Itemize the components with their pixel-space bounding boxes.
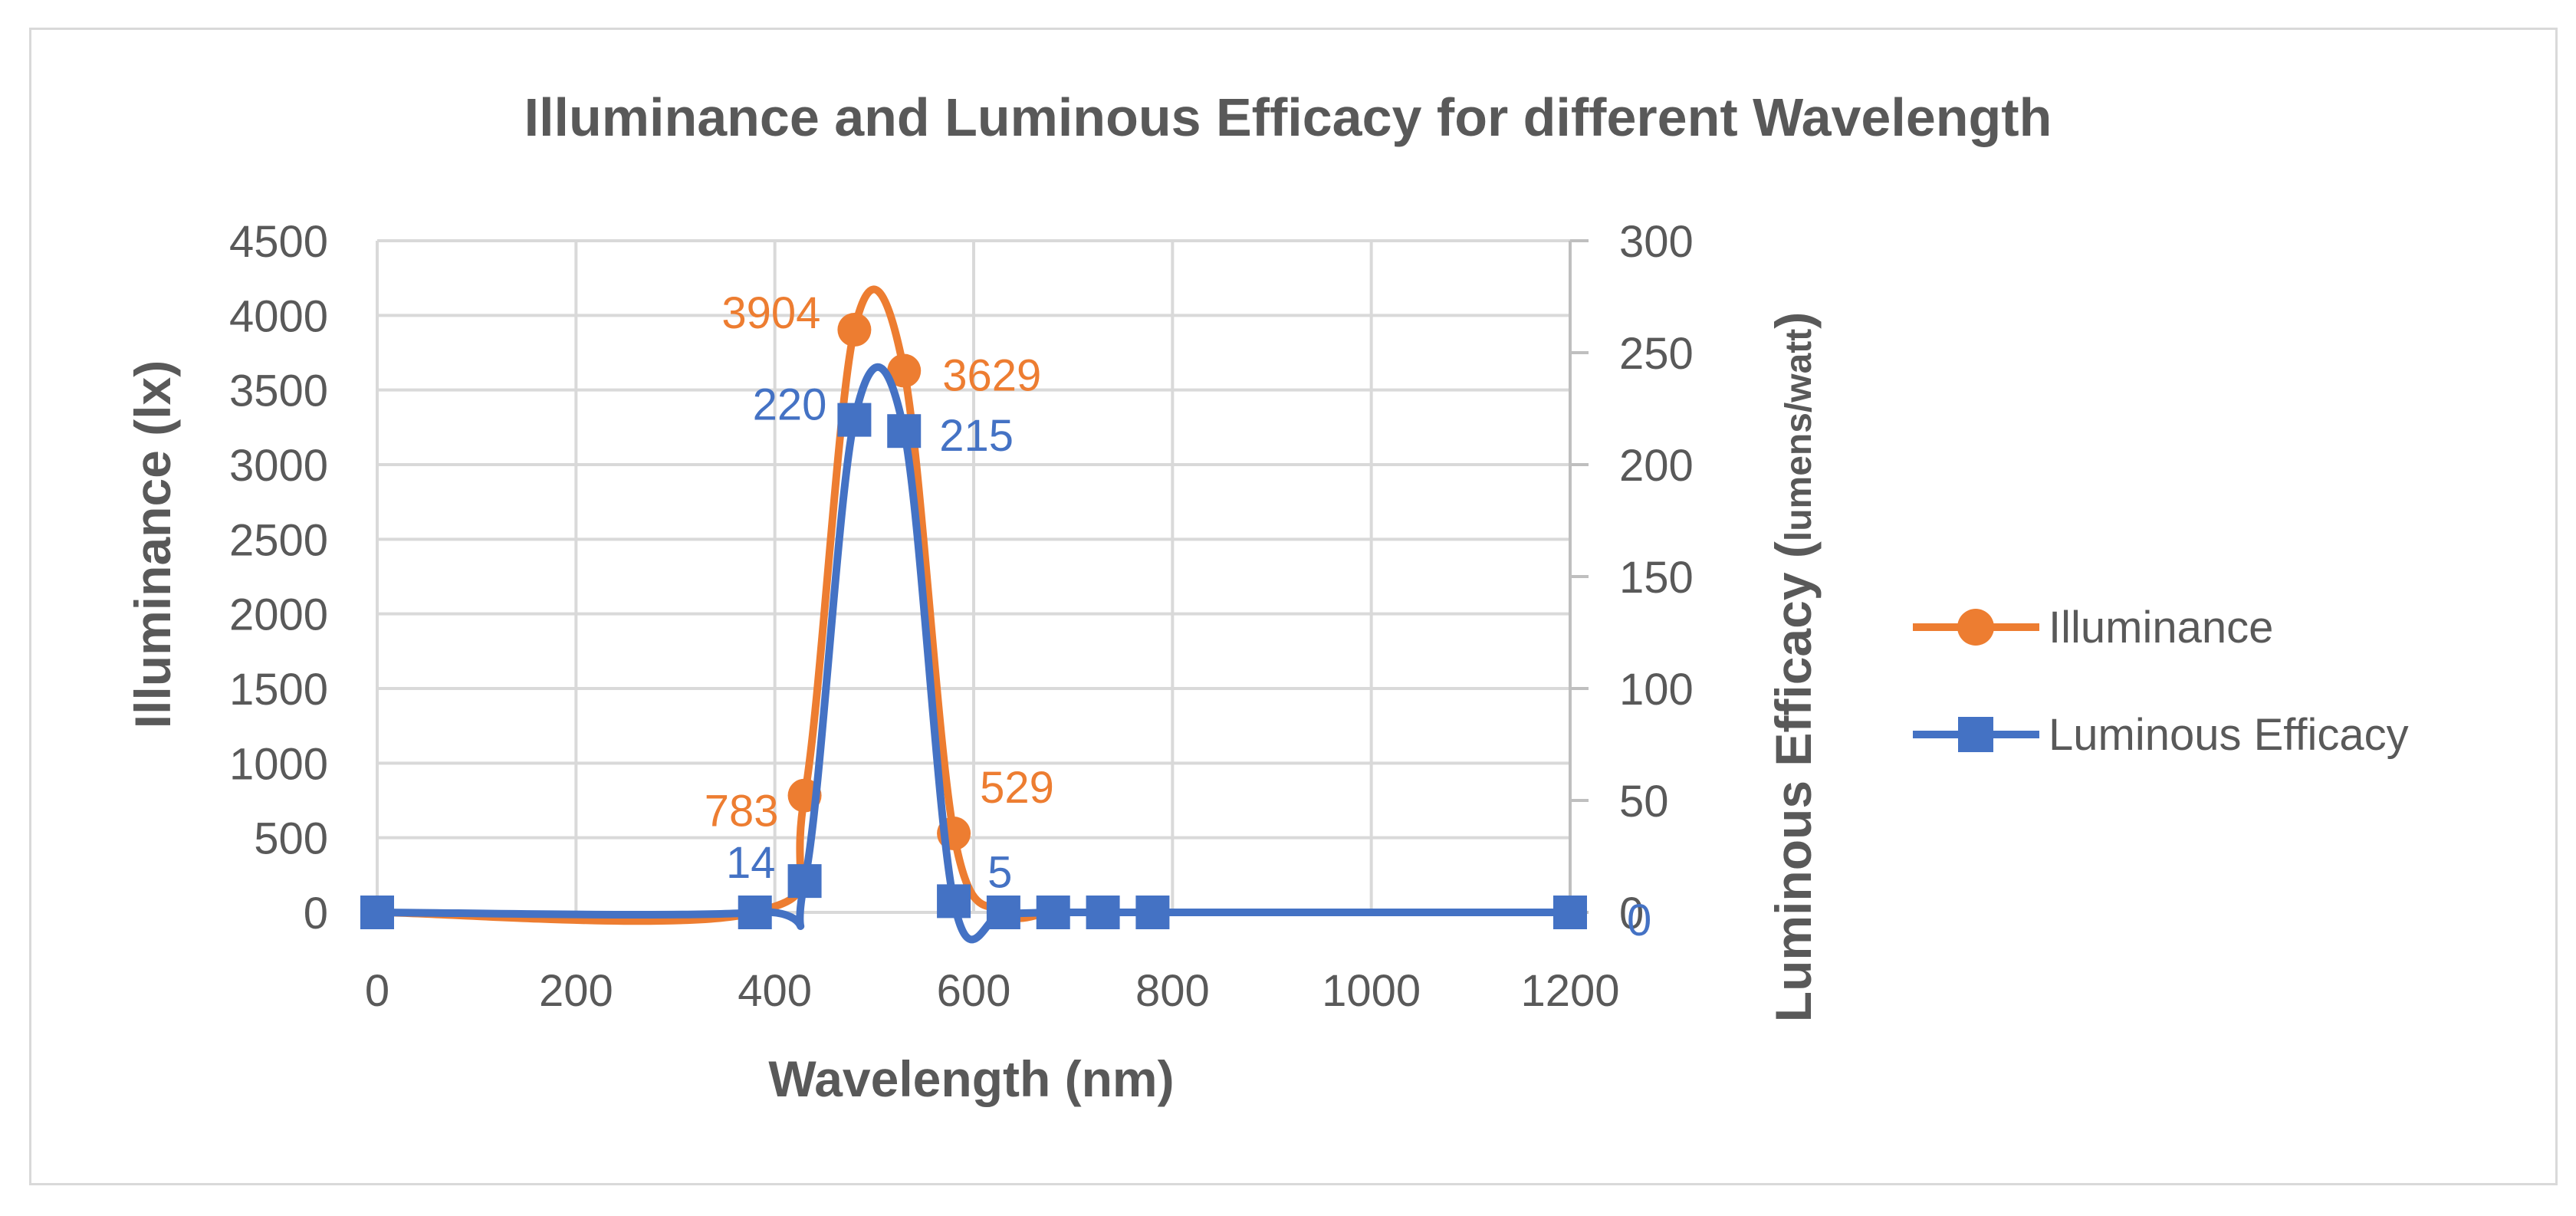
data-point [887, 414, 922, 449]
chart-frame [29, 28, 2558, 1185]
x-tick-label: 800 [1135, 966, 1210, 1016]
y-tick-label: 500 [254, 814, 328, 864]
data-label: 5 [987, 847, 1012, 897]
series-luminous-efficacy [360, 363, 1587, 944]
y2-tick-label: 200 [1619, 441, 1694, 491]
y2-tick-label: 300 [1619, 217, 1694, 267]
y-axis-title: Illuminance (lx) [124, 360, 181, 728]
y2-axis-title-units: lumens/watt [1779, 329, 1819, 541]
y-tick-label: 2000 [229, 590, 328, 640]
data-point [1086, 896, 1120, 929]
data-point [837, 313, 872, 347]
data-label: 783 [705, 787, 779, 836]
y2-tick-label: 50 [1619, 777, 1669, 827]
data-point [837, 403, 872, 437]
data-point [1036, 896, 1070, 929]
x-tick-label: 1200 [1520, 966, 1619, 1016]
x-tick-label: 400 [738, 966, 812, 1016]
y-tick-label: 1000 [229, 739, 328, 789]
y-tick-label: 3500 [229, 366, 328, 416]
y-tick-label: 0 [304, 889, 328, 938]
chart-title: Illuminance and Luminous Efficacy for di… [524, 87, 2052, 147]
data-point [1553, 896, 1587, 929]
data-point [738, 896, 772, 929]
legend-label-illuminance: Illuminance [2049, 603, 2273, 652]
series-layer [360, 285, 1587, 944]
grid-layer [376, 239, 1572, 914]
x-tick-label: 200 [539, 966, 613, 1016]
y2-tick-label: 150 [1619, 553, 1694, 603]
y-tick-label: 1500 [229, 665, 328, 715]
data-point [986, 896, 1020, 929]
data-label: 0 [1627, 896, 1651, 945]
y2-tick-label: 0 [1619, 889, 1644, 938]
data-point [937, 884, 971, 919]
x-axis-title: Wavelength (nm) [768, 1050, 1174, 1107]
legend-marker-illuminance [1957, 609, 1994, 646]
axis-layer: 0 200 400 600 800 1000 12000500100015002000250… [229, 217, 1694, 1016]
y-tick-label: 4500 [229, 217, 328, 267]
x-tick-label: 1000 [1322, 966, 1421, 1016]
y-tick-label: 3000 [229, 441, 328, 491]
legend-marker-luminous-efficacy [1958, 717, 1993, 752]
data-point [1135, 896, 1170, 929]
data-label: 3629 [942, 351, 1041, 401]
data-label: 14 [726, 838, 776, 888]
data-point [360, 896, 394, 929]
data-label: 529 [980, 763, 1054, 813]
y2-axis-title-end: ) [1765, 312, 1822, 329]
y2-tick-label: 100 [1619, 665, 1694, 715]
data-label: 3904 [721, 288, 820, 338]
y-tick-label: 2500 [229, 515, 328, 565]
data-point [887, 353, 922, 388]
x-tick-label: 0 [365, 966, 389, 1016]
data-label: 215 [939, 411, 1014, 461]
data-point [787, 864, 822, 899]
data-label: 220 [753, 380, 827, 430]
x-tick-label: 600 [937, 966, 1011, 1016]
legend-label-luminous-efficacy: Luminous Efficacy [2049, 710, 2409, 760]
y2-axis-title-main: Luminous Efficacy ( [1765, 541, 1822, 1022]
legend: Illuminance Luminous Efficacy [1913, 603, 2409, 760]
label-layer: 783 3904 3629 529 14 220 215 5 0 [705, 288, 1651, 945]
y2-axis-title: Luminous Efficacy (lumens/watt) [1765, 312, 1822, 1022]
y2-tick-label: 250 [1619, 329, 1694, 379]
y-tick-label: 4000 [229, 291, 328, 341]
